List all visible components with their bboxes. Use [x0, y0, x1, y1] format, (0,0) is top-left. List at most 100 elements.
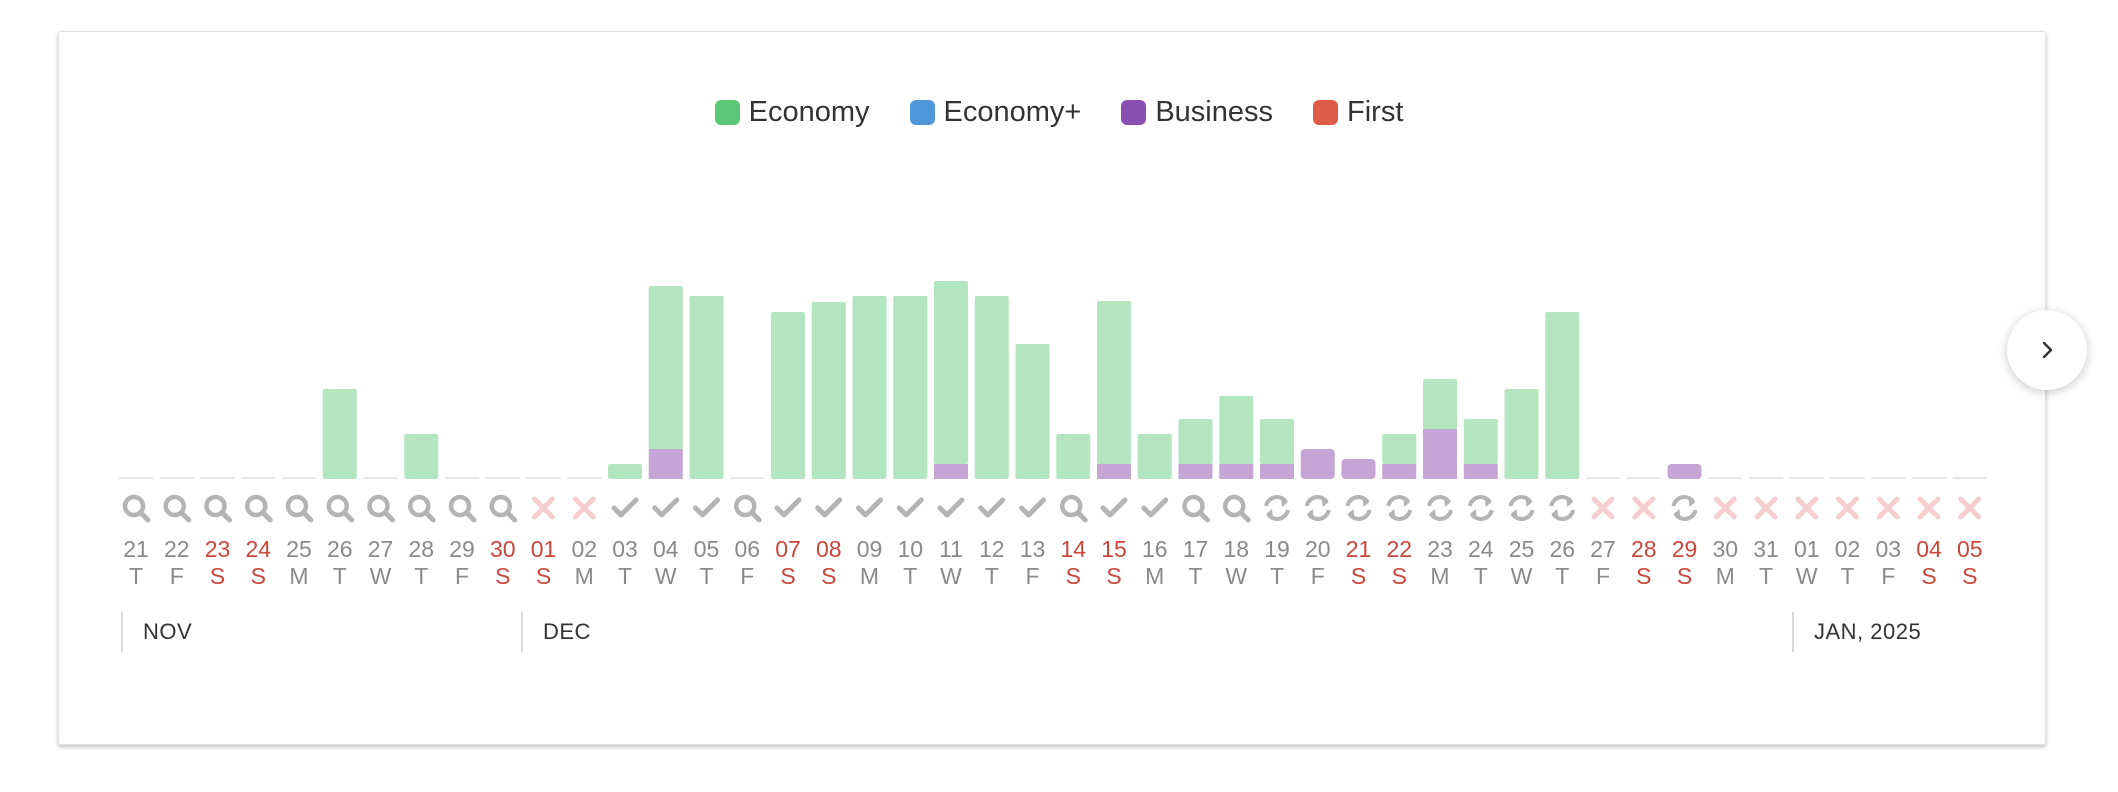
legend-swatch-first: [1313, 100, 1338, 125]
search-icon: [163, 494, 192, 523]
empty-baseline: [363, 477, 398, 479]
day-column[interactable]: 01S: [526, 477, 561, 589]
day-column[interactable]: 04W: [648, 286, 683, 589]
day-column[interactable]: 05S: [1952, 477, 1987, 589]
date-label: 01: [1794, 536, 1820, 562]
weekday-label: F: [170, 563, 184, 589]
bar-business: [648, 449, 683, 479]
day-column[interactable]: 28S: [1626, 477, 1661, 589]
day-column[interactable]: 16M: [1137, 434, 1172, 589]
day-column[interactable]: 24T: [1463, 419, 1498, 589]
bar-economy: [1219, 396, 1254, 464]
empty-baseline: [1830, 477, 1865, 479]
search-icon: [326, 494, 355, 523]
day-column[interactable]: 03F: [1871, 477, 1906, 589]
bar-business: [1219, 464, 1254, 479]
bar-economy: [934, 281, 968, 464]
day-column[interactable]: 26T: [322, 389, 357, 589]
x-icon: [1632, 496, 1656, 520]
bar-economy: [1097, 301, 1131, 464]
date-label: 12: [979, 536, 1005, 562]
day-column[interactable]: 05T: [689, 296, 724, 589]
legend-item-economy-plus[interactable]: Economy+: [909, 96, 1081, 129]
day-column[interactable]: 18W: [1219, 396, 1254, 589]
day-column[interactable]: 28T: [404, 434, 439, 589]
date-label: 25: [286, 536, 312, 562]
day-column[interactable]: 06F: [730, 477, 765, 589]
bar-economy: [608, 464, 642, 479]
day-column[interactable]: 31T: [1749, 477, 1783, 589]
day-column[interactable]: 02M: [567, 477, 602, 589]
day-column[interactable]: 22F: [159, 477, 194, 589]
day-column[interactable]: 17T: [1178, 419, 1213, 589]
weekday-label: M: [575, 563, 594, 589]
day-column[interactable]: 29F: [445, 477, 479, 589]
weekday-label: F: [1311, 563, 1325, 589]
day-column[interactable]: 03T: [608, 464, 642, 589]
day-column[interactable]: 08S: [811, 302, 846, 589]
legend-swatch-business: [1121, 100, 1147, 125]
weekday-label: F: [1596, 563, 1610, 589]
day-column[interactable]: 30M: [1708, 477, 1743, 589]
day-column[interactable]: 23M: [1423, 379, 1457, 589]
date-label: 25: [1509, 536, 1535, 562]
legend-item-business[interactable]: Business: [1121, 96, 1273, 129]
weekday-label: T: [1840, 563, 1854, 589]
empty-baseline: [1789, 477, 1824, 479]
date-label: 30: [490, 536, 516, 562]
weekday-label: T: [699, 563, 713, 589]
day-column[interactable]: 15S: [1097, 301, 1131, 589]
day-column[interactable]: 22S: [1382, 434, 1417, 589]
day-column[interactable]: 07S: [771, 312, 805, 589]
next-page-button[interactable]: [2007, 310, 2087, 390]
legend-label-economy: Economy: [748, 96, 870, 128]
weekday-label: S: [1392, 563, 1407, 589]
search-icon: [204, 494, 232, 523]
day-column[interactable]: 25M: [282, 477, 316, 589]
day-column[interactable]: 30S: [485, 477, 520, 589]
bar-economy: [1056, 434, 1091, 479]
weekday-label: T: [333, 563, 347, 589]
day-column[interactable]: 20F: [1300, 449, 1335, 589]
day-column[interactable]: 27W: [363, 477, 398, 589]
empty-baseline: [200, 477, 235, 479]
day-column[interactable]: 11W: [934, 281, 968, 589]
weekday-label: S: [1066, 563, 1081, 589]
weekday-label: T: [414, 563, 428, 589]
search-icon: [367, 494, 395, 523]
empty-baseline: [485, 477, 520, 479]
check-icon: [856, 497, 883, 518]
day-column[interactable]: 02T: [1830, 477, 1865, 589]
refresh-icon: [1345, 495, 1372, 521]
day-column[interactable]: 27F: [1586, 477, 1620, 589]
day-column[interactable]: 19T: [1260, 419, 1294, 589]
day-column[interactable]: 21S: [1341, 459, 1376, 589]
bar-economy: [893, 296, 928, 479]
day-column[interactable]: 14S: [1056, 434, 1091, 589]
day-column[interactable]: 24S: [241, 477, 276, 589]
day-column[interactable]: 25W: [1504, 389, 1539, 589]
bar-economy: [1463, 419, 1498, 464]
date-label: 17: [1183, 536, 1209, 562]
day-column[interactable]: 12T: [974, 296, 1009, 589]
search-icon: [448, 494, 477, 523]
legend-item-economy[interactable]: Economy: [714, 96, 870, 129]
day-column[interactable]: 23S: [200, 477, 235, 589]
day-column[interactable]: 10T: [893, 296, 928, 589]
day-column[interactable]: 13F: [1015, 344, 1050, 589]
day-column[interactable]: 29S: [1667, 464, 1702, 589]
legend-item-first[interactable]: First: [1313, 96, 1403, 129]
day-column[interactable]: 09M: [852, 296, 887, 589]
date-label: 04: [1916, 536, 1942, 562]
weekday-label: M: [1716, 563, 1735, 589]
day-column[interactable]: 04S: [1912, 477, 1946, 589]
day-column[interactable]: 21T: [119, 477, 153, 589]
day-column[interactable]: 26T: [1545, 312, 1580, 589]
bar-business: [1463, 464, 1498, 479]
day-column[interactable]: 01W: [1789, 477, 1824, 589]
date-label: 14: [1060, 536, 1086, 562]
refresh-icon: [1264, 495, 1290, 521]
refresh-icon: [1508, 495, 1535, 521]
empty-baseline: [445, 477, 479, 479]
